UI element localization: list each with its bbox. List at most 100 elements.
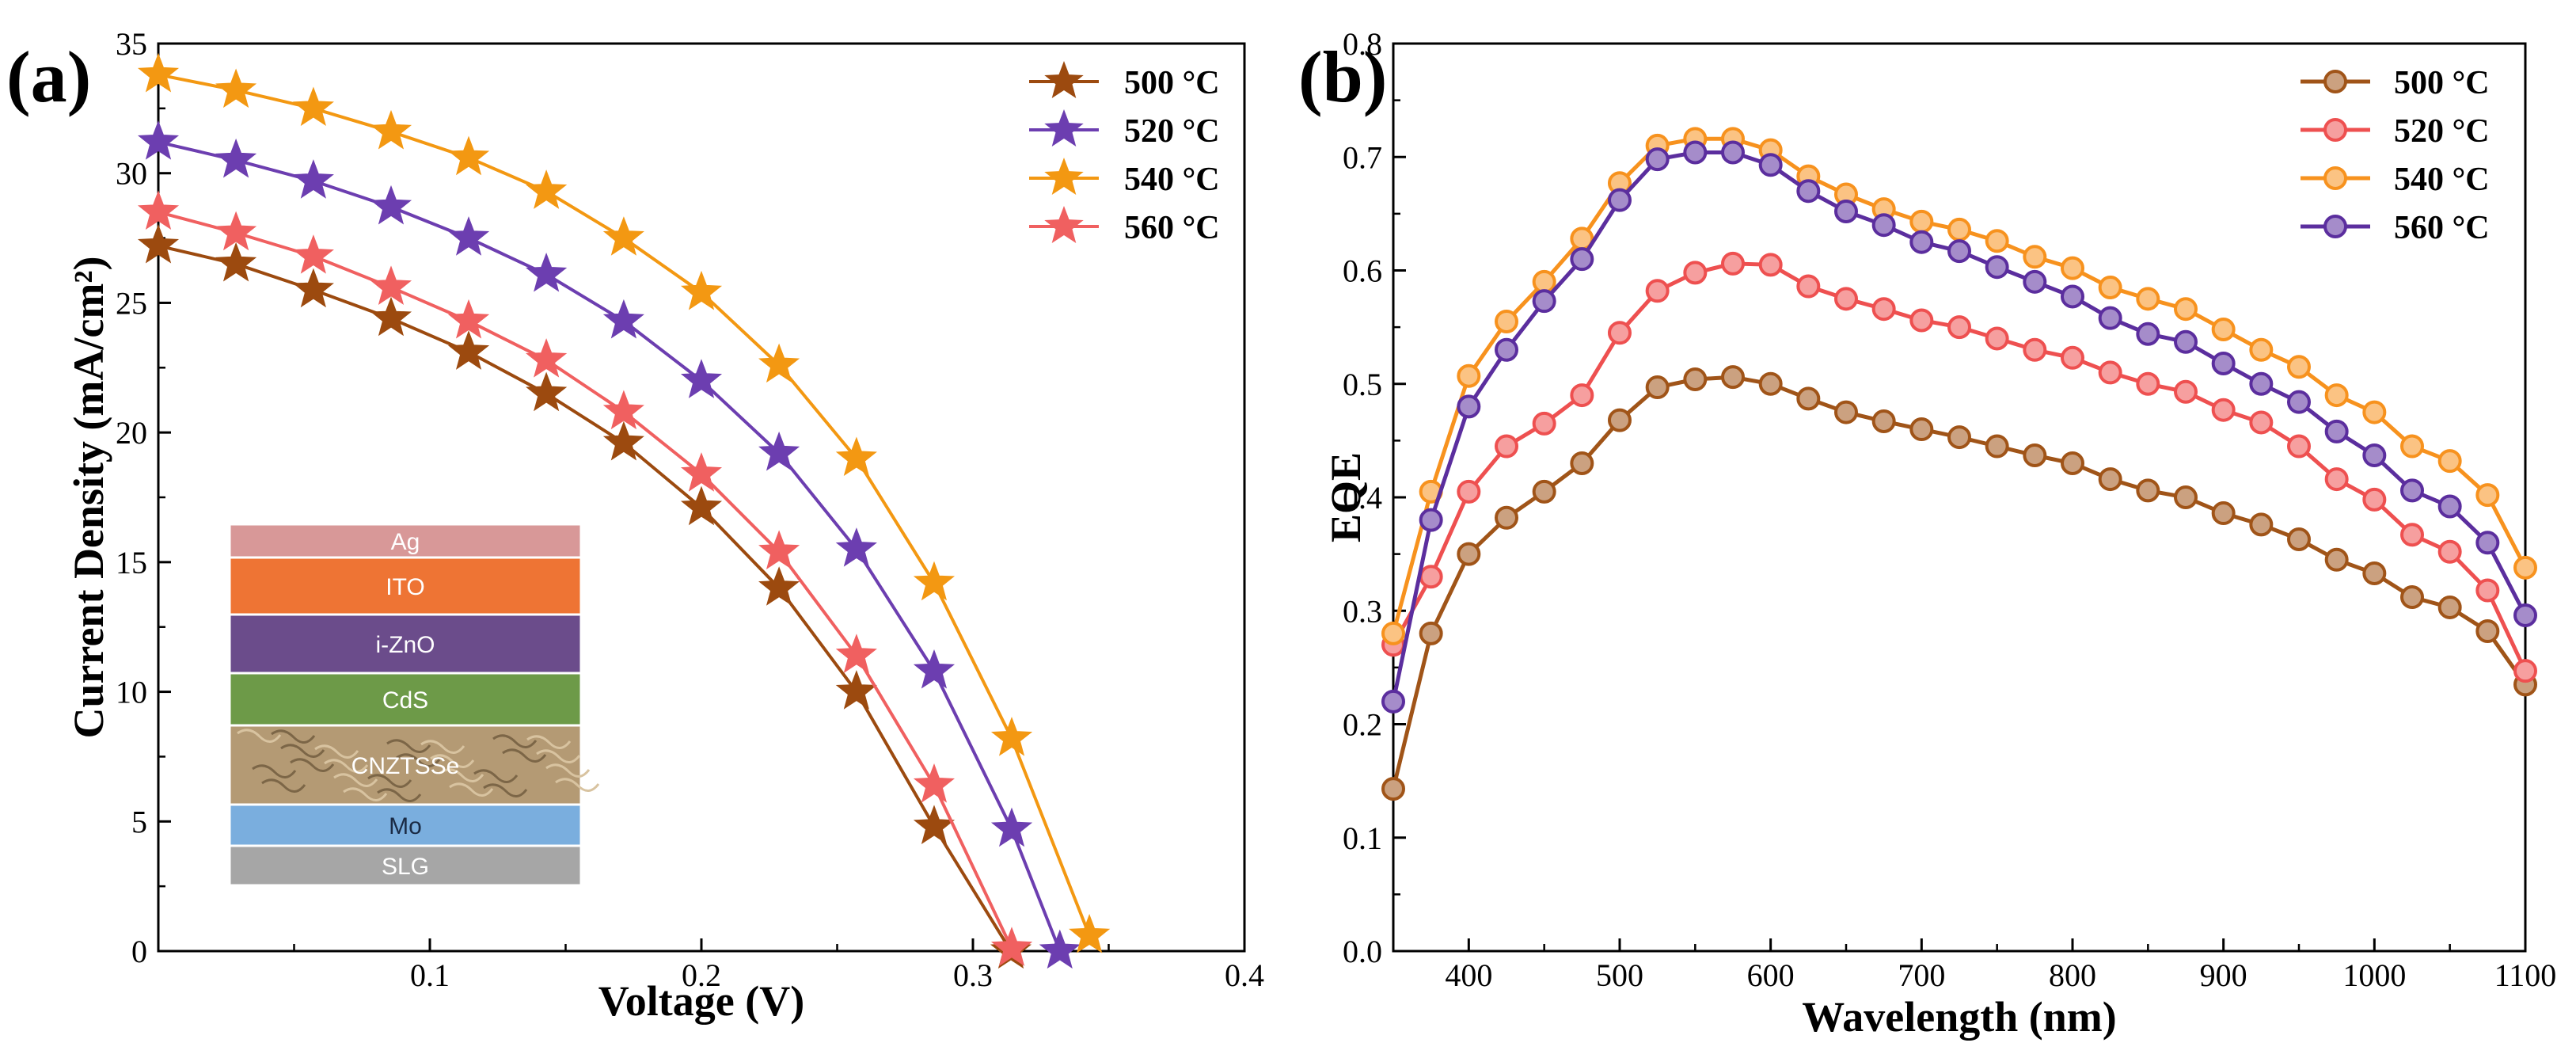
x-tick-label: 400 <box>1445 957 1492 993</box>
circle-point-b520 <box>2324 467 2349 492</box>
circle-point-b520 <box>1947 315 1971 340</box>
circle-point-b500 <box>1608 408 1632 432</box>
circle-point-b560 <box>1985 255 2009 280</box>
star-point-540 <box>680 270 723 310</box>
inset-layer-i-zno <box>228 613 583 675</box>
circle-point-b520 <box>2400 523 2424 547</box>
star-point-540 <box>215 68 257 108</box>
y-tick-label: 0.0 <box>1343 934 1382 969</box>
inset-texture-stroke <box>314 744 359 759</box>
panel-a-chart: (a) 0.1 0.2 0.3 0.4 0 5 10 15 20 25 30 35 Ag ITO i-Zn… <box>6 26 1264 1025</box>
circle-point-b500 <box>2211 501 2236 526</box>
inset-texture-stroke <box>237 729 282 743</box>
circle-point-b500 <box>1419 621 1443 645</box>
circle-point-b500 <box>2098 467 2122 492</box>
circle-point-b560 <box>1570 247 1594 272</box>
star-point-500 <box>913 805 956 845</box>
legend-label-b560: 560 °C <box>2394 210 2490 246</box>
circle-point-b540 <box>2023 245 2047 269</box>
inset-texture-stroke <box>343 787 388 801</box>
device-structure-inset: Ag ITO i-ZnO CdS CNZTSSe Mo SLG <box>228 523 600 887</box>
circle-point-b560 <box>2098 306 2122 330</box>
inset-layer-label: CdS <box>382 687 428 714</box>
circle-point-b520 <box>2136 371 2160 396</box>
circle-point-b540 <box>1495 309 1518 333</box>
circle-point-b500 <box>1871 409 1896 434</box>
star-point-520 <box>680 359 723 398</box>
circle-point-b540 <box>1532 269 1556 294</box>
circle-point-b500 <box>1645 375 1670 400</box>
legend-label-b500: 500 °C <box>2394 65 2490 101</box>
y-tick-label: 0.2 <box>1343 707 1382 743</box>
circle-point-b540 <box>2287 355 2311 379</box>
legend-star-500 <box>1044 61 1084 98</box>
star-point-520 <box>1039 929 1081 969</box>
circle-point-b540 <box>1947 217 1971 242</box>
panel-a-legend: 500 °C 520 °C 540 °C 560 °C <box>1029 61 1220 246</box>
inset-texture-stroke <box>473 769 519 783</box>
circle-point-b500 <box>2249 512 2274 537</box>
star-point-540 <box>835 436 877 477</box>
legend-star-520 <box>1044 109 1084 147</box>
inset-texture-stroke <box>367 774 412 788</box>
star-point-520 <box>526 252 568 292</box>
circle-point-b500 <box>1495 505 1518 530</box>
circle-point-b500 <box>1834 400 1858 424</box>
legend-star-540 <box>1044 158 1084 195</box>
circle-point-b500 <box>1381 777 1405 801</box>
circle-point-b560 <box>2174 329 2198 354</box>
star-point-560 <box>835 634 877 673</box>
circle-point-b560 <box>2400 478 2424 503</box>
legend-label-540: 540 °C <box>1124 162 1220 198</box>
star-point-560 <box>680 452 723 492</box>
inset-texture-stroke <box>280 744 325 758</box>
circle-point-b500 <box>2400 585 2424 610</box>
x-tick-label: 0.4 <box>1225 957 1264 993</box>
x-tick-label: 1000 <box>2342 957 2406 993</box>
circle-point-b500 <box>2287 527 2311 552</box>
star-point-500 <box>370 296 412 337</box>
star-point-520 <box>835 527 877 567</box>
circle-point-b560 <box>2513 603 2537 627</box>
circle-point-b520 <box>1570 383 1594 408</box>
inset-layer-label: Ag <box>391 529 420 555</box>
x-tick-label: 0.2 <box>682 957 721 993</box>
y-tick-label: 0.6 <box>1343 253 1382 289</box>
circle-point-b500 <box>1570 451 1594 476</box>
circle-point-b520 <box>1532 411 1556 436</box>
inset-texture-stroke <box>290 758 335 772</box>
star-point-540 <box>913 561 956 601</box>
circle-point-b560 <box>1645 147 1670 172</box>
inset-texture-stroke <box>430 754 475 768</box>
circle-point-b540 <box>1909 209 1934 234</box>
x-tick-label: 1100 <box>2494 957 2557 993</box>
star-point-540 <box>758 343 800 383</box>
inset-layer-cnztsse <box>228 724 583 806</box>
legend-circle-b500 <box>2323 70 2347 93</box>
circle-point-b560 <box>2437 494 2462 519</box>
star-point-540 <box>137 52 180 93</box>
circle-point-b540 <box>2136 287 2160 311</box>
circle-point-b500 <box>1796 386 1821 411</box>
circle-point-b560 <box>2211 351 2236 375</box>
star-point-500 <box>680 485 723 526</box>
panel-b-ticks: 400 500 600 700 800 900 1000 1100 0.0 0.1 0.2 0.3 0.… <box>1343 26 2556 993</box>
inset-layer-ito <box>228 556 583 616</box>
circle-point-b500 <box>2061 451 2084 476</box>
circle-point-b560 <box>1683 140 1708 165</box>
circle-point-b520 <box>2023 337 2047 362</box>
star-point-520 <box>990 807 1033 847</box>
circle-point-b540 <box>2249 337 2274 362</box>
inset-texture-stroke <box>377 788 422 802</box>
circle-point-b560 <box>2287 390 2311 414</box>
circle-point-b520 <box>1834 287 1858 311</box>
series-line-b540 <box>1391 136 2528 634</box>
circle-point-b500 <box>2437 595 2462 619</box>
circle-point-b520 <box>1608 321 1632 345</box>
circle-point-b520 <box>2174 379 2198 404</box>
star-point-560 <box>602 390 644 430</box>
inset-texture-stroke <box>420 740 465 754</box>
star-point-520 <box>370 185 412 225</box>
star-point-560 <box>292 234 334 274</box>
